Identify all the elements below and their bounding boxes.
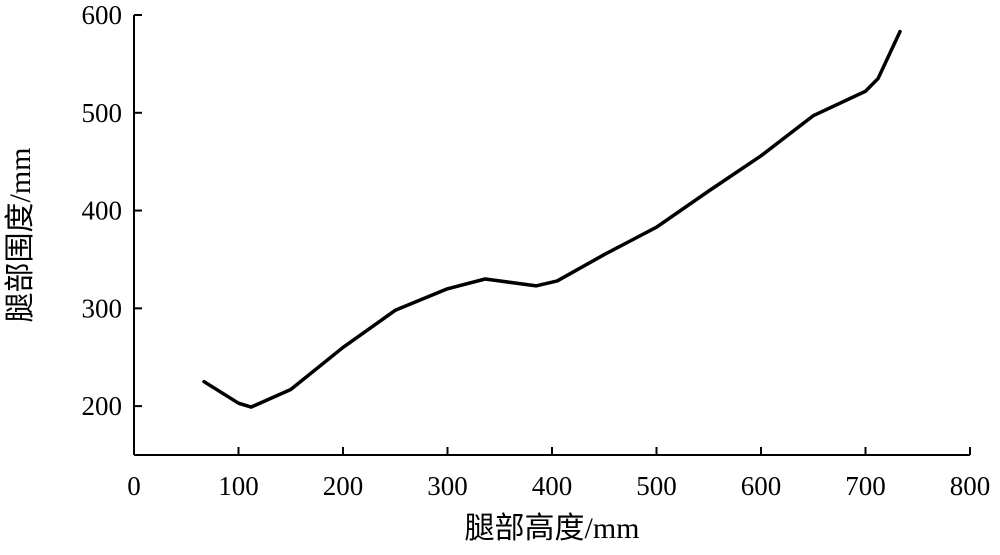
x-axis-label: 腿部高度/mm	[464, 512, 639, 545]
x-tick-label: 500	[636, 471, 677, 501]
x-tick-label: 600	[741, 471, 782, 501]
y-tick-label: 400	[82, 196, 123, 226]
x-tick-label: 300	[427, 471, 468, 501]
x-tick-label: 0	[127, 471, 141, 501]
x-tick-label: 400	[532, 471, 573, 501]
y-tick-label: 600	[82, 0, 123, 30]
y-axis-label: 腿部围度/mm	[4, 147, 37, 322]
y-tick-label: 200	[82, 391, 123, 421]
x-tick-label: 800	[950, 471, 991, 501]
y-tick-label: 500	[82, 98, 123, 128]
x-tick-label: 700	[845, 471, 886, 501]
y-tick-label: 300	[82, 293, 123, 323]
data-line	[202, 29, 902, 409]
x-tick-label: 200	[323, 471, 364, 501]
x-tick-label: 100	[218, 471, 259, 501]
